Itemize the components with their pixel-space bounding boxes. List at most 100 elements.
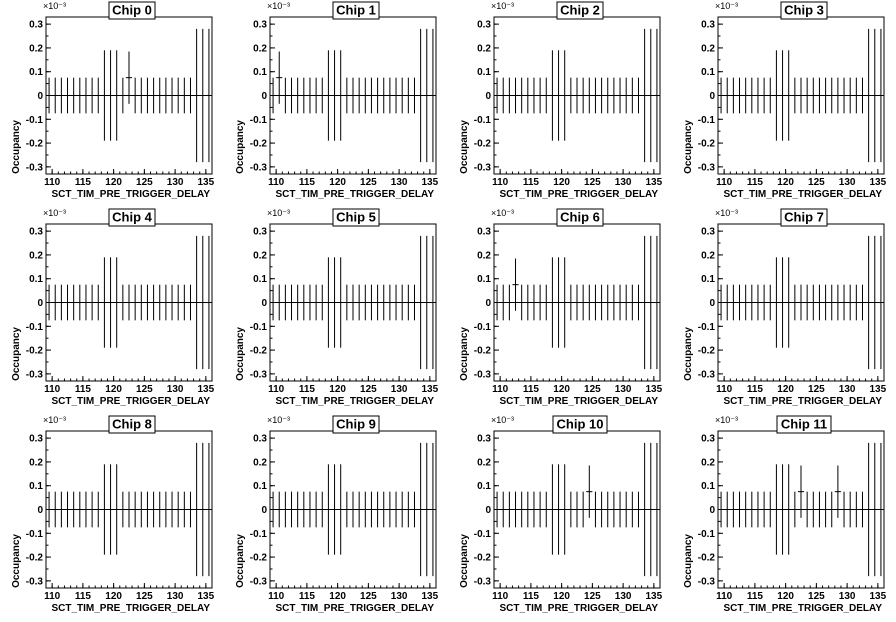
panel-title: Chip 9 <box>336 417 376 432</box>
y-tick-label: 0.3 <box>701 434 715 445</box>
x-tick-label: 120 <box>329 384 346 395</box>
chip-panel-4: -0.3 -0.2 -0.1 0 0.1 0.2 0.3 110 115 120 125 130 135… <box>11 208 215 407</box>
x-tick-label: 115 <box>747 384 764 395</box>
y-tick-label: 0 <box>261 91 267 102</box>
y-tick-label: -0.2 <box>474 139 492 150</box>
y-tick-label: 0.2 <box>29 250 43 261</box>
chip-panel-11: -0.3 -0.2 -0.1 0 0.1 0.2 0.3 110 115 120 125 130 135… <box>683 415 887 614</box>
x-tick-label: 120 <box>105 384 122 395</box>
x-tick-label: 110 <box>492 591 509 602</box>
y-axis-label: Occupancy <box>459 327 470 381</box>
y-tick-label: 0.2 <box>253 250 267 261</box>
x-tick-label: 130 <box>167 591 184 602</box>
y-tick-label: -0.1 <box>698 529 716 540</box>
x-axis-label: SCT_TIM_PRE_TRIGGER_DELAY <box>499 189 658 200</box>
x-tick-label: 115 <box>75 591 92 602</box>
y-tick-label: 0.3 <box>29 227 43 238</box>
x-tick-label: 135 <box>198 591 215 602</box>
y-tick-label: 0.2 <box>253 43 267 54</box>
y-tick-label: 0.3 <box>29 434 43 445</box>
y-multiplier-label: ×10⁻³ <box>267 415 290 425</box>
x-axis-label: SCT_TIM_PRE_TRIGGER_DELAY <box>275 603 434 614</box>
panel-title: Chip 2 <box>560 3 600 18</box>
x-axis-label: SCT_TIM_PRE_TRIGGER_DELAY <box>51 189 210 200</box>
y-tick-label: -0.2 <box>250 139 268 150</box>
panel-title-box <box>108 415 156 434</box>
y-tick-label: 0.2 <box>29 457 43 468</box>
y-tick-label: 0 <box>37 91 43 102</box>
y-tick-label: 0 <box>709 91 715 102</box>
y-multiplier-label: ×10⁻³ <box>491 1 514 11</box>
y-tick-label: -0.1 <box>26 322 44 333</box>
x-axis-label: SCT_TIM_PRE_TRIGGER_DELAY <box>275 396 434 407</box>
x-tick-label: 110 <box>44 384 61 395</box>
x-tick-label: 110 <box>492 177 509 188</box>
x-tick-label: 135 <box>422 177 439 188</box>
x-tick-label: 110 <box>268 384 285 395</box>
y-multiplier-label: ×10⁻³ <box>43 208 66 218</box>
y-tick-label: 0.2 <box>477 457 491 468</box>
x-tick-label: 130 <box>391 591 408 602</box>
x-tick-label: 120 <box>329 177 346 188</box>
panel-title-box <box>108 208 156 227</box>
y-tick-label: 0.1 <box>29 67 43 78</box>
y-axis-label: Occupancy <box>11 534 22 588</box>
x-tick-label: 130 <box>391 177 408 188</box>
y-multiplier-label: ×10⁻³ <box>43 1 66 11</box>
x-tick-label: 135 <box>870 177 887 188</box>
y-axis-label: Occupancy <box>235 534 246 588</box>
panel-title: Chip 7 <box>784 210 824 225</box>
y-tick-label: -0.2 <box>698 346 716 357</box>
y-tick-label: 0.1 <box>477 481 491 492</box>
y-tick-label: 0 <box>709 298 715 309</box>
x-tick-label: 130 <box>839 591 856 602</box>
y-tick-label: -0.3 <box>250 369 268 380</box>
y-tick-label: 0.3 <box>253 434 267 445</box>
y-tick-label: -0.1 <box>250 322 268 333</box>
x-tick-label: 120 <box>105 177 122 188</box>
y-tick-label: 0.2 <box>477 43 491 54</box>
y-tick-label: -0.1 <box>698 322 716 333</box>
y-multiplier-label: ×10⁻³ <box>715 415 738 425</box>
panel-title: Chip 8 <box>112 417 152 432</box>
y-tick-label: -0.2 <box>474 553 492 564</box>
x-axis-label: SCT_TIM_PRE_TRIGGER_DELAY <box>51 396 210 407</box>
panel-title: Chip 10 <box>557 417 604 432</box>
panel-title-box <box>332 415 380 434</box>
y-tick-label: 0.3 <box>253 227 267 238</box>
y-tick-label: 0 <box>37 298 43 309</box>
x-tick-label: 120 <box>777 384 794 395</box>
y-multiplier-label: ×10⁻³ <box>43 415 66 425</box>
x-tick-label: 135 <box>422 384 439 395</box>
x-tick-label: 135 <box>198 384 215 395</box>
panel-title-box <box>776 415 832 434</box>
x-tick-label: 135 <box>422 591 439 602</box>
y-tick-label: 0.1 <box>477 67 491 78</box>
x-axis-label: SCT_TIM_PRE_TRIGGER_DELAY <box>723 189 882 200</box>
y-tick-label: 0.1 <box>29 481 43 492</box>
panel-title-box <box>332 208 380 227</box>
panel-title-box <box>556 208 604 227</box>
panel-title-box <box>780 208 828 227</box>
x-tick-label: 130 <box>615 384 632 395</box>
y-axis-label: Occupancy <box>683 327 694 381</box>
y-tick-label: 0 <box>485 505 491 516</box>
y-tick-label: -0.3 <box>474 576 492 587</box>
chip-panel-9: -0.3 -0.2 -0.1 0 0.1 0.2 0.3 110 115 120 125 130 135… <box>235 415 439 614</box>
panel-title-box <box>108 1 156 20</box>
y-multiplier-label: ×10⁻³ <box>715 1 738 11</box>
panel-title-box <box>332 1 380 20</box>
y-axis-label: Occupancy <box>459 120 470 174</box>
y-tick-label: 0.3 <box>701 227 715 238</box>
x-axis-label: SCT_TIM_PRE_TRIGGER_DELAY <box>51 603 210 614</box>
x-tick-label: 115 <box>299 177 316 188</box>
x-tick-label: 130 <box>839 177 856 188</box>
x-tick-label: 120 <box>553 384 570 395</box>
y-multiplier-label: ×10⁻³ <box>491 415 514 425</box>
x-tick-label: 130 <box>615 177 632 188</box>
panel-title: Chip 5 <box>336 210 376 225</box>
chip-panel-5: -0.3 -0.2 -0.1 0 0.1 0.2 0.3 110 115 120 125 130 135… <box>235 208 439 407</box>
panel-title: Chip 11 <box>781 417 827 432</box>
y-tick-label: 0.1 <box>701 274 715 285</box>
panel-title: Chip 3 <box>784 3 824 18</box>
